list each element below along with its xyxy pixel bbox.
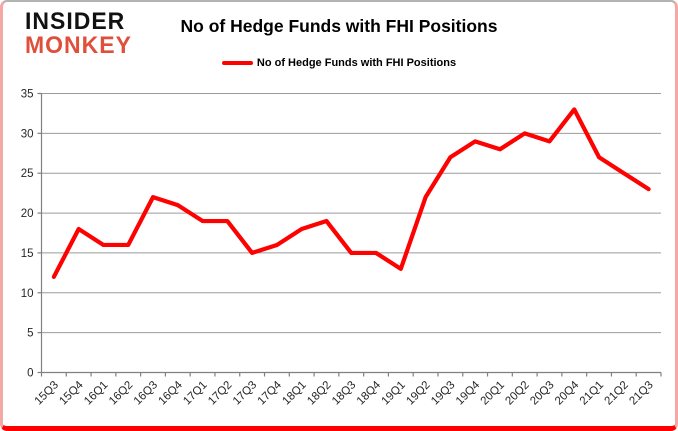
legend-label: No of Hedge Funds with FHI Positions bbox=[256, 57, 457, 69]
logo-line-monkey: MONKEY bbox=[25, 30, 132, 58]
x-tick-label: 18Q2 bbox=[305, 379, 333, 407]
x-tick-label: 15Q4 bbox=[57, 379, 86, 408]
x-tick-label: 21Q2 bbox=[603, 379, 631, 407]
chart-title: No of Hedge Funds with FHI Positions bbox=[180, 16, 498, 36]
x-tick-label: 20Q1 bbox=[479, 379, 507, 407]
x-tick-label: 15Q3 bbox=[33, 379, 61, 407]
x-tick-label: 19Q1 bbox=[380, 379, 408, 407]
y-tick-label: 15 bbox=[21, 248, 34, 260]
x-tick-label: 16Q2 bbox=[107, 379, 135, 407]
x-tick-label: 21Q3 bbox=[627, 379, 655, 407]
line-chart-canvas: 0510152025303515Q315Q416Q116Q216Q316Q417… bbox=[21, 89, 662, 408]
y-tick-label: 10 bbox=[21, 288, 34, 300]
y-tick-label: 25 bbox=[21, 168, 34, 180]
legend-line-swatch bbox=[221, 61, 253, 65]
x-tick-label: 19Q3 bbox=[429, 379, 457, 407]
x-tick-label: 17Q1 bbox=[181, 379, 209, 407]
y-tick-label: 0 bbox=[27, 368, 33, 380]
x-tick-label: 20Q4 bbox=[553, 379, 582, 408]
x-tick-label: 21Q1 bbox=[578, 379, 606, 407]
x-tick-label: 16Q1 bbox=[82, 379, 110, 407]
x-tick-label: 18Q1 bbox=[280, 379, 308, 407]
y-tick-label: 30 bbox=[21, 128, 34, 140]
x-tick-label: 17Q4 bbox=[256, 379, 285, 408]
x-tick-label: 17Q3 bbox=[231, 379, 259, 407]
legend: No of Hedge Funds with FHI Positions bbox=[3, 57, 675, 69]
y-tick-label: 20 bbox=[21, 208, 34, 220]
insider-monkey-logo: INSIDER MONKEY bbox=[25, 9, 132, 56]
x-tick-label: 19Q2 bbox=[404, 379, 432, 407]
x-tick-label: 17Q2 bbox=[206, 379, 234, 407]
x-tick-label: 18Q4 bbox=[355, 379, 384, 408]
x-tick-label: 19Q4 bbox=[454, 379, 483, 408]
logo-line-insider: INSIDER bbox=[25, 7, 126, 35]
x-tick-label: 18Q3 bbox=[330, 379, 358, 407]
y-tick-label: 5 bbox=[27, 328, 33, 340]
series-line bbox=[51, 107, 651, 279]
y-tick-label: 35 bbox=[21, 89, 34, 101]
x-tick-label: 20Q2 bbox=[503, 379, 531, 407]
x-tick-label: 16Q4 bbox=[157, 379, 186, 408]
x-tick-label: 20Q3 bbox=[528, 379, 556, 407]
x-tick-label: 16Q3 bbox=[132, 379, 160, 407]
